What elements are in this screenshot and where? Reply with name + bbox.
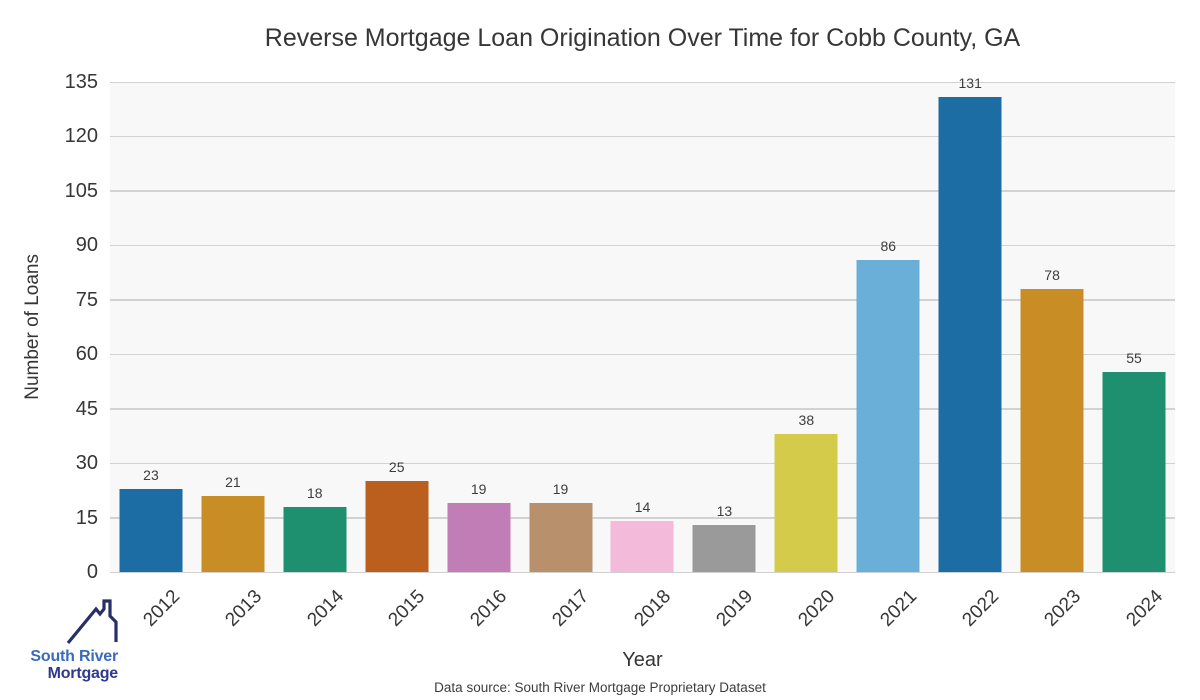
x-tick-label: 2023	[1040, 586, 1085, 631]
bar-slot-2020: 38	[765, 82, 847, 572]
bar-value-label: 86	[880, 237, 897, 254]
y-tick-label: 15	[75, 506, 98, 529]
bars-container: 23 21 18 25 19 19 14 13 38 86 131 78 55	[110, 75, 1175, 572]
bar-slot-2022: 131	[929, 75, 1011, 572]
x-tick-label: 2012	[139, 586, 184, 631]
y-tick-label: 135	[64, 71, 98, 93]
x-tick-slot-2013: 2013	[192, 572, 274, 644]
gridline	[110, 190, 1175, 192]
bar-slot-2017: 19	[520, 82, 602, 572]
bar-value-label: 21	[225, 473, 241, 490]
x-tick-label: 2018	[630, 586, 676, 631]
x-axis-baseline	[110, 571, 1175, 573]
x-tick-slot-2017: 2017	[520, 572, 602, 644]
gridline	[110, 299, 1175, 301]
bar-2012	[119, 488, 183, 572]
x-tick-slot-2019: 2019	[683, 572, 765, 644]
bar-value-label: 131	[958, 74, 982, 91]
y-tick-label: 60	[75, 343, 98, 366]
x-tick-slot-2024: 2024	[1093, 572, 1175, 644]
bar-slot-2018: 14	[602, 82, 684, 572]
x-axis: 2012 2013 2014 2015 2016 2017 2018 2019 2020 2021…	[110, 572, 1175, 644]
x-tick-label: 2024	[1122, 586, 1167, 631]
bar-2018	[610, 521, 674, 572]
bar-2015	[365, 481, 429, 572]
y-tick-label: 30	[75, 452, 98, 475]
x-tick-label: 2016	[466, 586, 512, 631]
x-tick-label: 2017	[548, 586, 594, 631]
bar-slot-2019: 13	[683, 82, 765, 572]
bar-value-label: 78	[1044, 266, 1060, 283]
x-tick-slot-2021: 2021	[847, 572, 929, 644]
logo-text-2: Mortgage	[47, 665, 119, 682]
x-tick-slot-2014: 2014	[274, 572, 356, 644]
house-roof-icon	[66, 599, 118, 645]
x-tick-slot-2022: 2022	[929, 572, 1011, 644]
x-tick-label: 2015	[384, 586, 430, 631]
bar-2019	[692, 524, 756, 572]
bar-slot-2024: 55	[1093, 82, 1175, 572]
bar-slot-2016: 19	[438, 82, 520, 572]
x-axis-title: Year	[622, 649, 663, 671]
bar-2020	[774, 434, 838, 572]
bar-value-label: 19	[552, 481, 569, 498]
plot-area: 23 21 18 25 19 19 14 13 38 86 131 78 55	[110, 75, 1175, 573]
y-tick-label: 90	[75, 234, 98, 257]
bar-2013	[201, 495, 265, 572]
bar-value-label: 18	[307, 484, 323, 501]
bar-2023	[1020, 288, 1084, 572]
bar-value-label: 25	[388, 459, 405, 476]
bar-slot-2012: 23	[110, 82, 192, 572]
bar-value-label: 13	[716, 502, 733, 519]
bar-2017	[529, 503, 593, 572]
bar-value-label: 19	[470, 481, 487, 498]
bar-value-label: 55	[1126, 350, 1142, 367]
bar-slot-2014: 18	[274, 82, 356, 572]
bar-slot-2023: 78	[1011, 82, 1093, 572]
y-tick-label: 0	[86, 561, 98, 583]
y-axis: 0 15 30 45 60 75 90 105 120 135	[0, 71, 98, 583]
bar-2024	[1102, 372, 1166, 572]
gridline	[110, 462, 1175, 465]
x-tick-label: 2020	[794, 586, 840, 631]
x-tick-slot-2018: 2018	[602, 572, 684, 644]
house-roof-path	[66, 599, 118, 645]
chart-title: Reverse Mortgage Loan Origination Over T…	[264, 24, 1021, 52]
bar-value-label: 38	[798, 412, 815, 429]
bar-value-label: 14	[634, 499, 651, 516]
x-tick-slot-2020: 2020	[765, 572, 847, 644]
bar-2016	[447, 503, 511, 572]
x-tick-label: 2014	[302, 586, 348, 631]
y-tick-label: 105	[64, 179, 98, 202]
bar-slot-2013: 21	[192, 82, 274, 572]
x-tick-slot-2023: 2023	[1011, 572, 1093, 644]
logo-text-1: South River	[30, 648, 118, 665]
x-tick-slot-2016: 2016	[438, 572, 520, 644]
gridline	[110, 244, 1175, 247]
x-tick-label: 2022	[958, 586, 1004, 631]
bar-value-label: 23	[143, 466, 159, 483]
x-tick-label: 2019	[712, 586, 758, 631]
south-river-mortgage-logo: South River Mortgage	[20, 597, 118, 683]
x-tick-slot-2012: 2012	[110, 572, 192, 644]
gridline	[110, 135, 1175, 138]
bar-2022	[938, 96, 1002, 572]
y-tick-label: 75	[75, 288, 98, 311]
gridline	[110, 353, 1175, 356]
gridline	[110, 517, 1175, 519]
x-tick-label: 2021	[876, 586, 922, 631]
y-tick-label: 120	[64, 125, 98, 148]
gridline	[110, 408, 1175, 410]
data-source-note: Data source: South River Mortgage Propri…	[434, 680, 766, 695]
x-tick-label: 2013	[220, 586, 266, 631]
bar-slot-2021: 86	[847, 82, 929, 572]
bar-slot-2015: 25	[356, 82, 438, 572]
bar-2014	[283, 506, 347, 572]
x-tick-slot-2015: 2015	[356, 572, 438, 644]
gridline	[110, 81, 1175, 83]
y-tick-label: 45	[75, 397, 98, 420]
bar-2021	[856, 259, 920, 572]
